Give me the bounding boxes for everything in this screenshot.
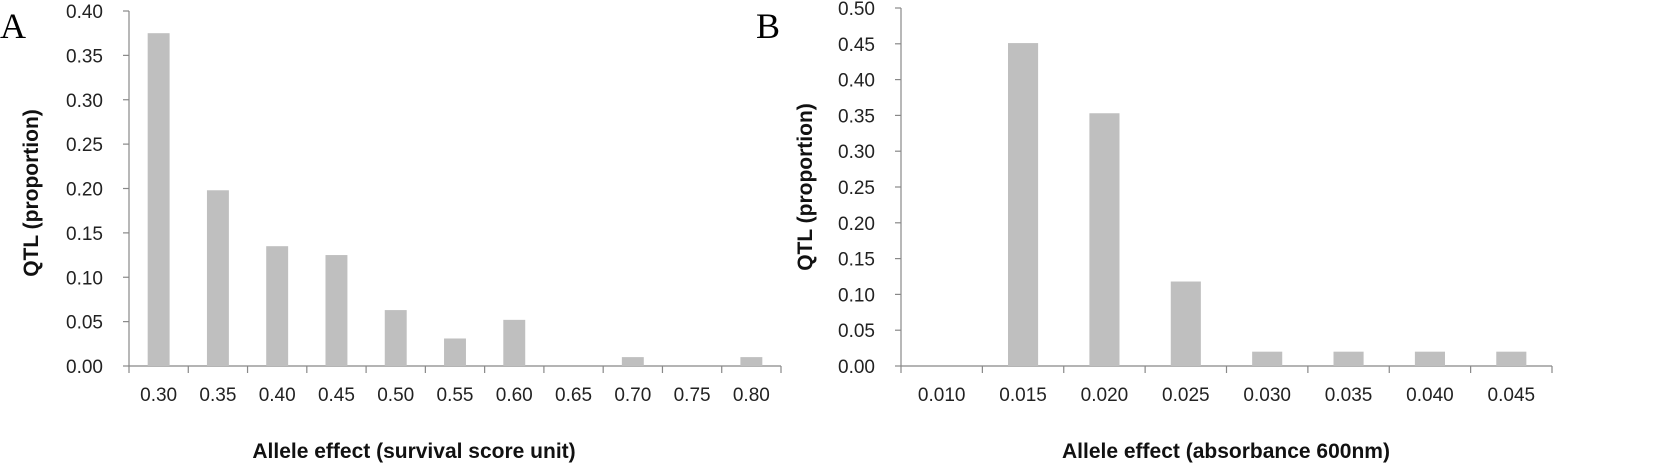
y-tick-label-b: 0.30 (838, 142, 875, 163)
x-tick-label-a: 0.65 (555, 385, 592, 406)
bar-a-0.60 (503, 319, 526, 366)
bar-b-0.020 (1089, 113, 1120, 366)
y-tick-label-a: 0.15 (66, 224, 103, 245)
chart-marks-a: 0.00 0.05 0.10 0.15 0.20 0.25 0.30 0.35 0.40 0.30… (66, 2, 782, 406)
y-tick-label-b: 0.50 (838, 0, 875, 20)
x-tick-label-a: 0.70 (614, 385, 651, 406)
x-tick-label-b: 0.015 (999, 385, 1047, 406)
bar-b-0.030 (1252, 351, 1283, 366)
y-tick-label-b: 0.35 (838, 106, 875, 127)
bar-b-0.015 (1008, 43, 1039, 367)
bar-a-0.80 (740, 357, 763, 366)
chart-panel-b: B QTL (proportion) Allele effect (absorb… (756, 0, 1553, 463)
bar-a-0.35 (206, 190, 229, 366)
x-tick-label-b: 0.035 (1325, 385, 1373, 406)
x-tick-label-b: 0.040 (1406, 385, 1454, 406)
x-tick-label-a: 0.30 (140, 385, 177, 406)
y-tick-label-b: 0.15 (838, 250, 875, 271)
y-axis-title-b: QTL (proportion) (794, 103, 817, 271)
y-tick-label-a: 0.30 (66, 91, 103, 112)
bar-a-0.45 (325, 255, 348, 366)
bar-b-0.045 (1496, 351, 1527, 366)
y-tick-label-a: 0.00 (66, 357, 103, 378)
x-axis-title-a: Allele effect (survival score unit) (252, 440, 575, 463)
y-tick-label-a: 0.25 (66, 135, 103, 156)
panel-letter-a: A (0, 6, 26, 46)
x-tick-label-a: 0.50 (377, 385, 414, 406)
x-axis-title-b: Allele effect (absorbance 600nm) (1062, 440, 1390, 463)
x-tick-label-b: 0.010 (918, 385, 966, 406)
chart-panel-a: A QTL (proportion) Allele effect (surviv… (0, 2, 782, 463)
bar-b-0.025 (1170, 281, 1201, 366)
y-tick-label-b: 0.00 (838, 357, 875, 378)
x-tick-label-a: 0.45 (318, 385, 355, 406)
y-tick-label-a: 0.35 (66, 46, 103, 67)
y-tick-label-b: 0.25 (838, 178, 875, 199)
x-tick-label-b: 0.025 (1162, 385, 1210, 406)
bar-b-0.035 (1333, 351, 1364, 366)
x-tick-label-a: 0.80 (733, 385, 770, 406)
bar-a-0.70 (621, 357, 644, 366)
x-tick-label-b: 0.020 (1081, 385, 1129, 406)
y-tick-label-b: 0.20 (838, 214, 875, 235)
chart-marks-b: 0.00 0.05 0.10 0.15 0.20 0.25 0.30 0.35 0.40 0.45… (838, 0, 1553, 406)
y-axis-title-a: QTL (proportion) (20, 109, 43, 277)
x-tick-label-b: 0.030 (1243, 385, 1291, 406)
y-tick-label-b: 0.40 (838, 71, 875, 92)
y-tick-label-a: 0.05 (66, 313, 103, 334)
x-tick-label-a: 0.60 (496, 385, 533, 406)
panel-letter-b: B (756, 6, 780, 46)
bar-a-0.40 (266, 246, 289, 366)
y-tick-label-a: 0.20 (66, 180, 103, 201)
x-tick-label-a: 0.35 (199, 385, 236, 406)
y-tick-label-b: 0.45 (838, 35, 875, 56)
x-tick-label-b: 0.045 (1488, 385, 1536, 406)
bar-b-0.040 (1414, 351, 1445, 366)
y-tick-label-a: 0.10 (66, 268, 103, 289)
x-tick-label-a: 0.75 (674, 385, 711, 406)
bar-a-0.55 (444, 338, 466, 366)
bar-a-0.30 (147, 33, 170, 366)
x-tick-label-a: 0.40 (259, 385, 296, 406)
y-tick-label-a: 0.40 (66, 2, 103, 23)
bar-a-0.50 (384, 310, 407, 366)
y-tick-label-b: 0.05 (838, 321, 875, 342)
y-tick-label-b: 0.10 (838, 285, 875, 306)
x-tick-label-a: 0.55 (437, 385, 474, 406)
